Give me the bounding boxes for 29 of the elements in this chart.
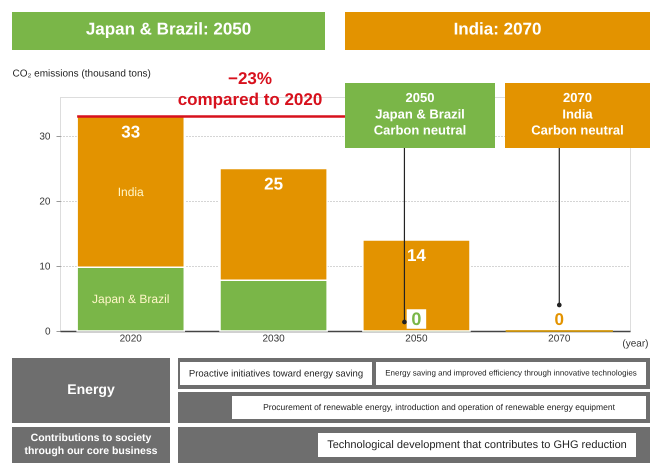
annotation: 2070 India Carbon neutral: [531, 90, 624, 138]
y-axis-title: CO₂ emissions (thousand tons): [12, 68, 151, 80]
text: Japan & Brazil: 2050: [86, 19, 252, 38]
y-tick-label: 30: [39, 132, 51, 142]
text: Contributions to society through our core business: [24, 432, 158, 457]
y-tick-label: 10: [39, 262, 51, 272]
text: Energy saving and improved efficiency through innovative technologies: [385, 368, 637, 378]
series-label: India: [118, 184, 144, 199]
x-tick-label: 2050: [405, 334, 428, 344]
text: Energy: [67, 380, 115, 397]
x-tick-label: 2020: [120, 334, 142, 344]
total-label: 0: [554, 310, 564, 329]
total-label: 25: [264, 174, 284, 194]
total-label: 33: [121, 122, 140, 142]
x-axis-title: (year): [622, 338, 648, 350]
text: Technological development that contributes to GHG reduction: [327, 439, 627, 452]
annotation: −23% compared to 2020: [178, 68, 322, 109]
text: India: 2070: [454, 19, 542, 38]
annotation: 2050 Japan & Brazil Carbon neutral: [374, 90, 466, 138]
x-tick-label: 2030: [262, 334, 286, 344]
y-tick-label: 0: [44, 326, 51, 338]
text: Proactive initiatives toward energy saving: [188, 368, 364, 380]
series-label: Japan & Brazil: [92, 292, 170, 306]
y-tick-label: 20: [39, 196, 51, 208]
bar: [362, 239, 471, 332]
data-label: 0: [411, 309, 422, 329]
text: Procurement of renewable energy, introduction and operation of renewable energy equipment: [263, 402, 616, 412]
x-tick-label: 2070: [548, 334, 571, 344]
total-label: 14: [406, 246, 426, 265]
